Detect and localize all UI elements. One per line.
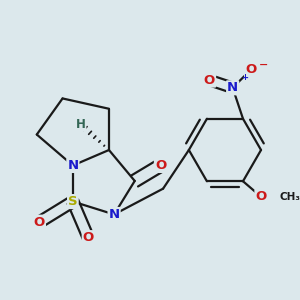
Text: O: O — [255, 190, 267, 203]
Text: O: O — [34, 216, 45, 229]
Text: O: O — [83, 231, 94, 244]
Text: N: N — [227, 81, 238, 94]
Text: CH₃: CH₃ — [279, 192, 300, 202]
Text: H: H — [76, 118, 85, 131]
Text: N: N — [67, 159, 78, 172]
Text: −: − — [259, 60, 268, 70]
Text: N: N — [109, 208, 120, 221]
Text: S: S — [68, 195, 78, 208]
Text: O: O — [245, 63, 256, 76]
Text: O: O — [155, 159, 166, 172]
Text: +: + — [241, 73, 248, 82]
Text: O: O — [204, 74, 215, 87]
